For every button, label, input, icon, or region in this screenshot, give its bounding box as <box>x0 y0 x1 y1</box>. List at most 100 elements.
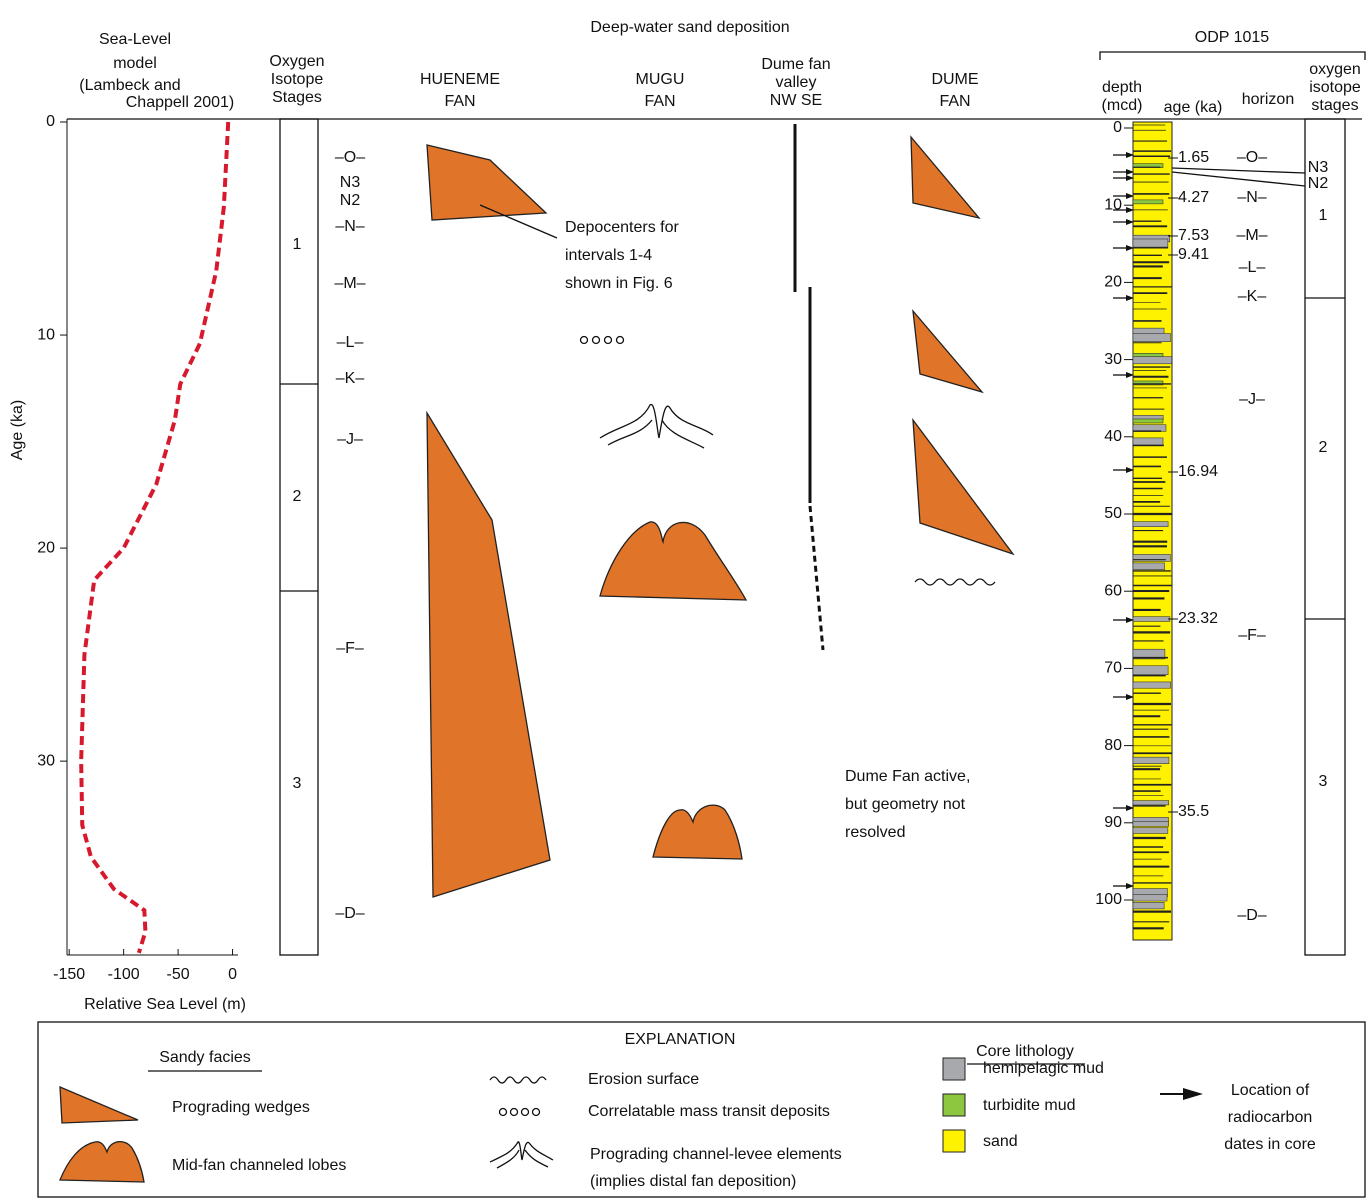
chart-title: model <box>113 55 157 72</box>
age-label: 23.32 <box>1178 610 1218 627</box>
date-arrowhead <box>1126 152 1134 158</box>
core-mud <box>1132 756 1170 764</box>
column-header: FAN <box>939 93 970 110</box>
date-arrowhead <box>1126 694 1134 700</box>
legend-item: Mid-fan channeled lobes <box>172 1157 346 1174</box>
column-header: DUME <box>931 71 978 88</box>
column-header: valley <box>776 74 817 91</box>
core-turbidite <box>1132 418 1164 424</box>
annotation: resolved <box>845 824 905 841</box>
core-horizon: –M– <box>1236 227 1267 244</box>
stage-number: 1 <box>1319 207 1328 224</box>
depth-label: 40 <box>1104 428 1122 445</box>
age-label: 35.5 <box>1178 803 1209 820</box>
figure-title: Deep-water sand deposition <box>590 19 789 36</box>
core-mud <box>1132 333 1171 342</box>
horizon-label: –K– <box>336 370 365 387</box>
core-turbidite <box>1132 380 1164 386</box>
y-axis-label: Age (ka) <box>9 400 26 460</box>
horizon-label: N3 <box>340 174 361 191</box>
core-horizon: –J– <box>1239 391 1265 408</box>
y-tick-label: 20 <box>37 539 55 556</box>
chart-title: Sea-Level <box>99 31 171 48</box>
core-mud <box>1132 356 1173 365</box>
label: Sandy facies <box>159 1049 251 1066</box>
depth-label: 20 <box>1104 274 1122 291</box>
column-header: Dume fan <box>761 56 830 73</box>
depth-label: 10 <box>1104 196 1122 213</box>
date-arrowhead <box>1126 467 1134 473</box>
legend-item: Correlatable mass transit deposits <box>588 1103 830 1120</box>
core-mud <box>1132 821 1169 827</box>
stage-number: 3 <box>1319 773 1328 790</box>
core-mud <box>1132 817 1169 823</box>
horizon-label: –N– <box>335 218 364 235</box>
core-horizon: –L– <box>1239 259 1266 276</box>
chart-subtitle: Chappell 2001) <box>126 94 235 111</box>
annotation: Dume Fan active, <box>845 768 970 785</box>
core-column <box>1113 121 1178 941</box>
horizon-label: –F– <box>336 640 364 657</box>
core-mud <box>1132 681 1171 689</box>
date-arrowhead <box>1126 883 1134 889</box>
x-tick-label: -100 <box>108 966 140 983</box>
depth-label: 70 <box>1104 660 1122 677</box>
horizon-label: –M– <box>334 275 365 292</box>
core-title: ODP 1015 <box>1195 29 1270 46</box>
date-arrowhead <box>1126 295 1134 301</box>
legend-item: turbidite mud <box>983 1097 1076 1114</box>
depth-label: 80 <box>1104 737 1122 754</box>
legend-item: sand <box>983 1133 1018 1150</box>
stage-number: 2 <box>1319 439 1328 456</box>
core-mud <box>1132 238 1169 248</box>
date-arrowhead <box>1126 245 1134 251</box>
label: horizon <box>1242 91 1294 108</box>
label: oxygen <box>1309 61 1361 78</box>
label: (mcd) <box>1102 97 1143 114</box>
core-mud <box>1132 648 1166 660</box>
core-horizon: –F– <box>1238 627 1266 644</box>
depth-label: 50 <box>1104 505 1122 522</box>
y-tick-label: 10 <box>37 326 55 343</box>
annotation: but geometry not <box>845 796 966 813</box>
core-mud <box>1132 827 1169 834</box>
legend-item: Erosion surface <box>588 1071 699 1088</box>
label: Core lithology <box>976 1043 1074 1060</box>
age-label: 7.53 <box>1178 227 1209 244</box>
date-arrowhead <box>1126 372 1134 378</box>
core-mud <box>1132 902 1165 910</box>
layout <box>37 51 1366 1198</box>
core-horizon: –N– <box>1237 189 1266 206</box>
label: age (ka) <box>1164 99 1223 116</box>
column-header: MUGU <box>636 71 685 88</box>
date-arrowhead <box>1126 219 1134 225</box>
core-mud <box>1132 554 1171 562</box>
date-arrowhead <box>1126 169 1134 175</box>
age-label: 9.41 <box>1178 246 1209 263</box>
date-arrowhead <box>1126 193 1134 199</box>
core-mud <box>1132 894 1168 902</box>
core-mud <box>1132 800 1169 806</box>
core-horizon: –D– <box>1237 907 1266 924</box>
core-horizon: –K– <box>1238 288 1267 305</box>
depth-label: 90 <box>1104 814 1122 831</box>
depth-label: 0 <box>1113 119 1122 136</box>
core-turbidite <box>1132 199 1164 205</box>
horizon-label: –O– <box>335 149 365 166</box>
legend-item: radiocarbon <box>1228 1109 1313 1126</box>
legend-item: Location of <box>1231 1082 1310 1099</box>
date-arrowhead <box>1126 617 1134 623</box>
x-axis-label: Relative Sea Level (m) <box>84 996 246 1013</box>
annotation: shown in Fig. 6 <box>565 275 673 292</box>
legend-item: Prograding wedges <box>172 1099 310 1116</box>
x-tick-label: 0 <box>228 966 237 983</box>
label: stages <box>1311 97 1358 114</box>
label: Stages <box>272 89 322 106</box>
x-tick-label: -50 <box>167 966 190 983</box>
label: depth <box>1102 79 1142 96</box>
y-tick-label: 0 <box>46 113 55 130</box>
stage-number: 2 <box>293 488 302 505</box>
legend-item: hemipelagic mud <box>983 1060 1104 1077</box>
column-header: NW SE <box>770 92 822 109</box>
stage-number: 3 <box>293 775 302 792</box>
